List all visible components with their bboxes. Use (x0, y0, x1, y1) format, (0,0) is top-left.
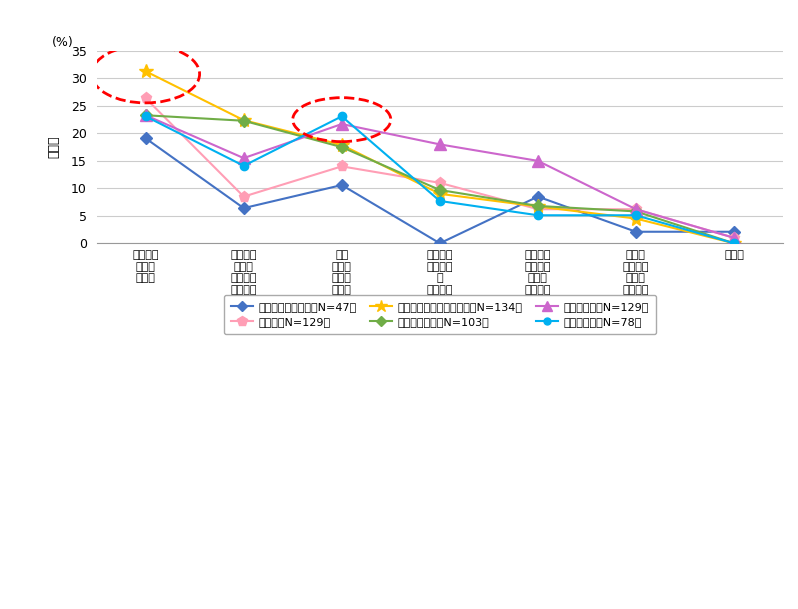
Text: (%): (%) (52, 36, 73, 49)
Legend: 農林水産業・鉱業（N=47）, 製造業（N=129）, エネルギー・インフラ業（N=134）, 商業・流通業（N=103）, 情報通信業（N=129）, サービ: 農林水産業・鉱業（N=47）, 製造業（N=129）, エネルギー・インフラ業（… (223, 295, 656, 334)
Y-axis label: 回答率: 回答率 (47, 136, 60, 158)
